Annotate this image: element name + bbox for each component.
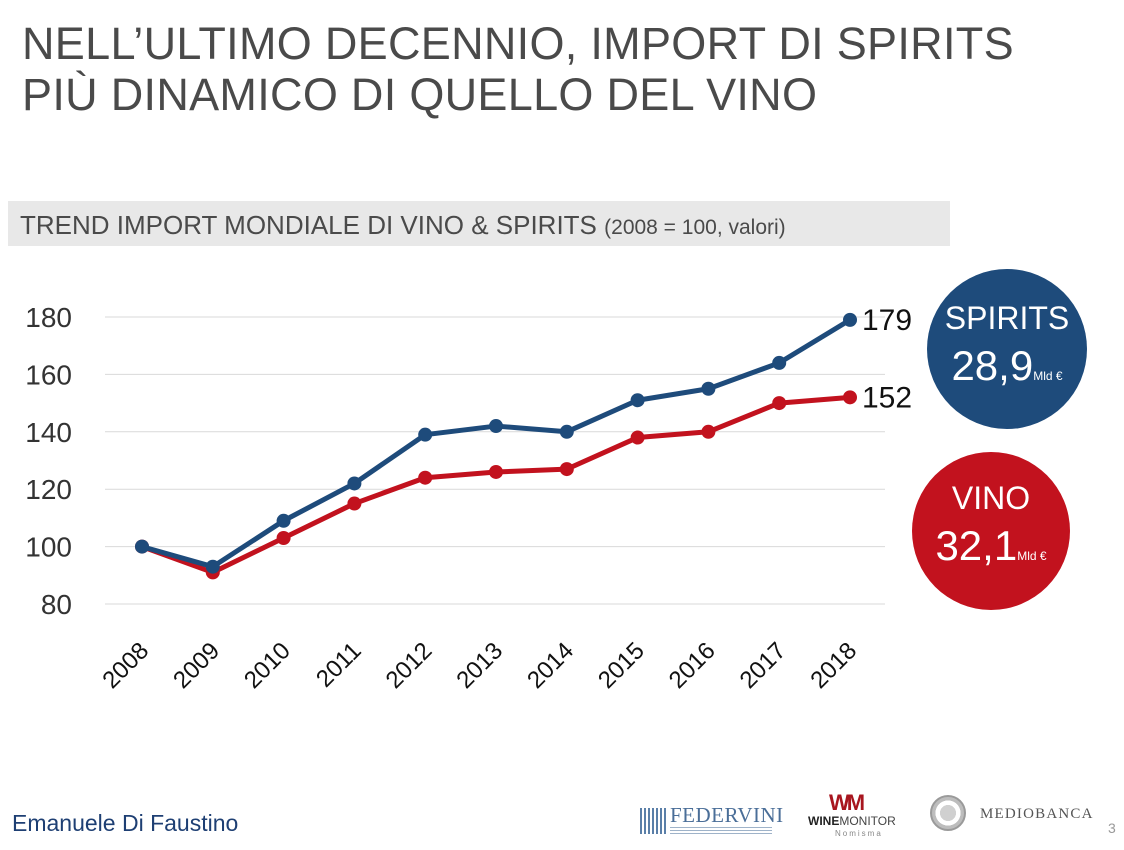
spirits-bubble: SPIRITS 28,9Mld € bbox=[927, 269, 1087, 429]
y-tick-label-120: 120 bbox=[25, 474, 72, 505]
mediobanca-seal-icon bbox=[930, 795, 966, 831]
x-tick-label-2009: 2009 bbox=[168, 637, 225, 694]
spirits-point-2012 bbox=[418, 427, 433, 442]
vino-point-2011 bbox=[347, 496, 362, 511]
spirits-point-2013 bbox=[489, 419, 503, 434]
winemonitor-sub-text: Nomisma bbox=[835, 829, 883, 838]
x-tick-label-2018: 2018 bbox=[805, 637, 862, 694]
y-tick-label-160: 160 bbox=[25, 359, 72, 390]
vino-point-2012 bbox=[418, 470, 433, 485]
vino-end-label: 152 bbox=[862, 381, 912, 414]
end-labels: 179 152 bbox=[862, 304, 912, 414]
vino-bubble: VINO 32,1Mld € bbox=[912, 452, 1070, 610]
vino-bubble-label: VINO bbox=[951, 480, 1031, 516]
spirits-bubble-unit: Mld € bbox=[1033, 369, 1063, 383]
page-title: NELL’ULTIMO DECENNIO, IMPORT DI SPIRITS … bbox=[22, 18, 1112, 120]
chart-subtitle-bar: TREND IMPORT MONDIALE DI VINO & SPIRITS … bbox=[8, 201, 950, 246]
chart-subtitle: TREND IMPORT MONDIALE DI VINO & SPIRITS … bbox=[20, 210, 786, 241]
x-tick-label-2017: 2017 bbox=[735, 637, 792, 694]
vino-point-2018 bbox=[843, 390, 857, 405]
winemonitor-wine-text: WINE bbox=[808, 814, 840, 828]
page-title-line-2: PIÙ DINAMICO DI QUELLO DEL VINO bbox=[22, 69, 818, 120]
x-tick-label-2011: 2011 bbox=[311, 637, 367, 693]
x-tick-label-2008: 2008 bbox=[97, 637, 154, 694]
vino-bubble-unit: Mld € bbox=[1017, 549, 1047, 563]
winemonitor-logo-text: WINEMONITOR bbox=[808, 814, 896, 828]
spirits-point-2017 bbox=[772, 355, 787, 370]
federvini-fine-print-icon bbox=[670, 827, 772, 835]
x-tick-label-2015: 2015 bbox=[593, 637, 650, 694]
vino-point-2014 bbox=[559, 462, 574, 477]
federvini-logo-text: FEDERVINI bbox=[670, 803, 784, 827]
spirits-end-label: 179 bbox=[862, 304, 912, 337]
spirits-bubble-value-row: 28,9Mld € bbox=[927, 342, 1087, 390]
spirits-point-2010 bbox=[276, 513, 291, 528]
y-axis-ticks: 80 100 120 140 160 180 bbox=[25, 302, 72, 620]
x-tick-label-2012: 2012 bbox=[381, 637, 438, 694]
federvini-mark-icon bbox=[640, 808, 666, 834]
spirits-series-line bbox=[139, 317, 853, 570]
author-name: Emanuele Di Faustino bbox=[12, 810, 239, 836]
x-tick-label-2010: 2010 bbox=[239, 637, 296, 694]
series-lines bbox=[135, 312, 857, 580]
spirits-point-2008 bbox=[135, 539, 149, 554]
spirits-bubble-value: 28,9 bbox=[951, 342, 1034, 389]
spirits-point-2015 bbox=[630, 393, 645, 408]
spirits-point-2011 bbox=[347, 476, 362, 491]
chart-subtitle-main: TREND IMPORT MONDIALE DI VINO & SPIRITS bbox=[20, 210, 597, 240]
federvini-logo: FEDERVINI bbox=[640, 800, 783, 840]
x-tick-label-2016: 2016 bbox=[664, 637, 721, 694]
vino-point-2016 bbox=[701, 424, 716, 439]
y-tick-label-80: 80 bbox=[41, 589, 72, 620]
mediobanca-logo-text: MEDIOBANCA bbox=[980, 806, 1094, 822]
winemonitor-brand-mark: WM bbox=[829, 790, 865, 815]
page-title-line-1: NELL’ULTIMO DECENNIO, IMPORT DI SPIRITS bbox=[22, 18, 1014, 69]
x-tick-label-2014: 2014 bbox=[522, 637, 579, 694]
y-tick-label-180: 180 bbox=[25, 302, 72, 333]
mediobanca-logo: MEDIOBANCA bbox=[930, 795, 1092, 840]
vino-bubble-value-row: 32,1Mld € bbox=[912, 522, 1070, 570]
spirits-point-2016 bbox=[701, 381, 716, 396]
vino-bubble-value: 32,1 bbox=[935, 522, 1018, 569]
vino-point-2017 bbox=[772, 396, 787, 411]
winemonitor-monitor-text: MONITOR bbox=[839, 814, 896, 828]
winemonitor-logo: WM WINEMONITOR Nomisma bbox=[805, 790, 905, 840]
y-tick-label-140: 140 bbox=[25, 417, 72, 448]
vino-point-2013 bbox=[489, 464, 503, 479]
spirits-point-2009 bbox=[205, 559, 220, 574]
vino-point-2015 bbox=[630, 430, 645, 445]
spirits-bubble-label: SPIRITS bbox=[944, 300, 1070, 336]
chart-subtitle-note: (2008 = 100, valori) bbox=[604, 216, 786, 239]
x-tick-label-2013: 2013 bbox=[451, 637, 508, 694]
spirits-point-2014 bbox=[559, 424, 574, 439]
spirits-point-2018 bbox=[843, 312, 857, 327]
y-tick-label-100: 100 bbox=[25, 532, 72, 563]
page-number: 3 bbox=[1108, 820, 1116, 836]
gridlines bbox=[105, 316, 885, 605]
x-axis-ticks: 2008 2009 2010 2011 2012 2013 2014 2015 2016 2017… bbox=[97, 637, 862, 694]
vino-point-2010 bbox=[276, 530, 291, 545]
